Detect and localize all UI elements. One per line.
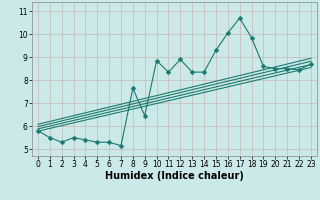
X-axis label: Humidex (Indice chaleur): Humidex (Indice chaleur) bbox=[105, 171, 244, 181]
